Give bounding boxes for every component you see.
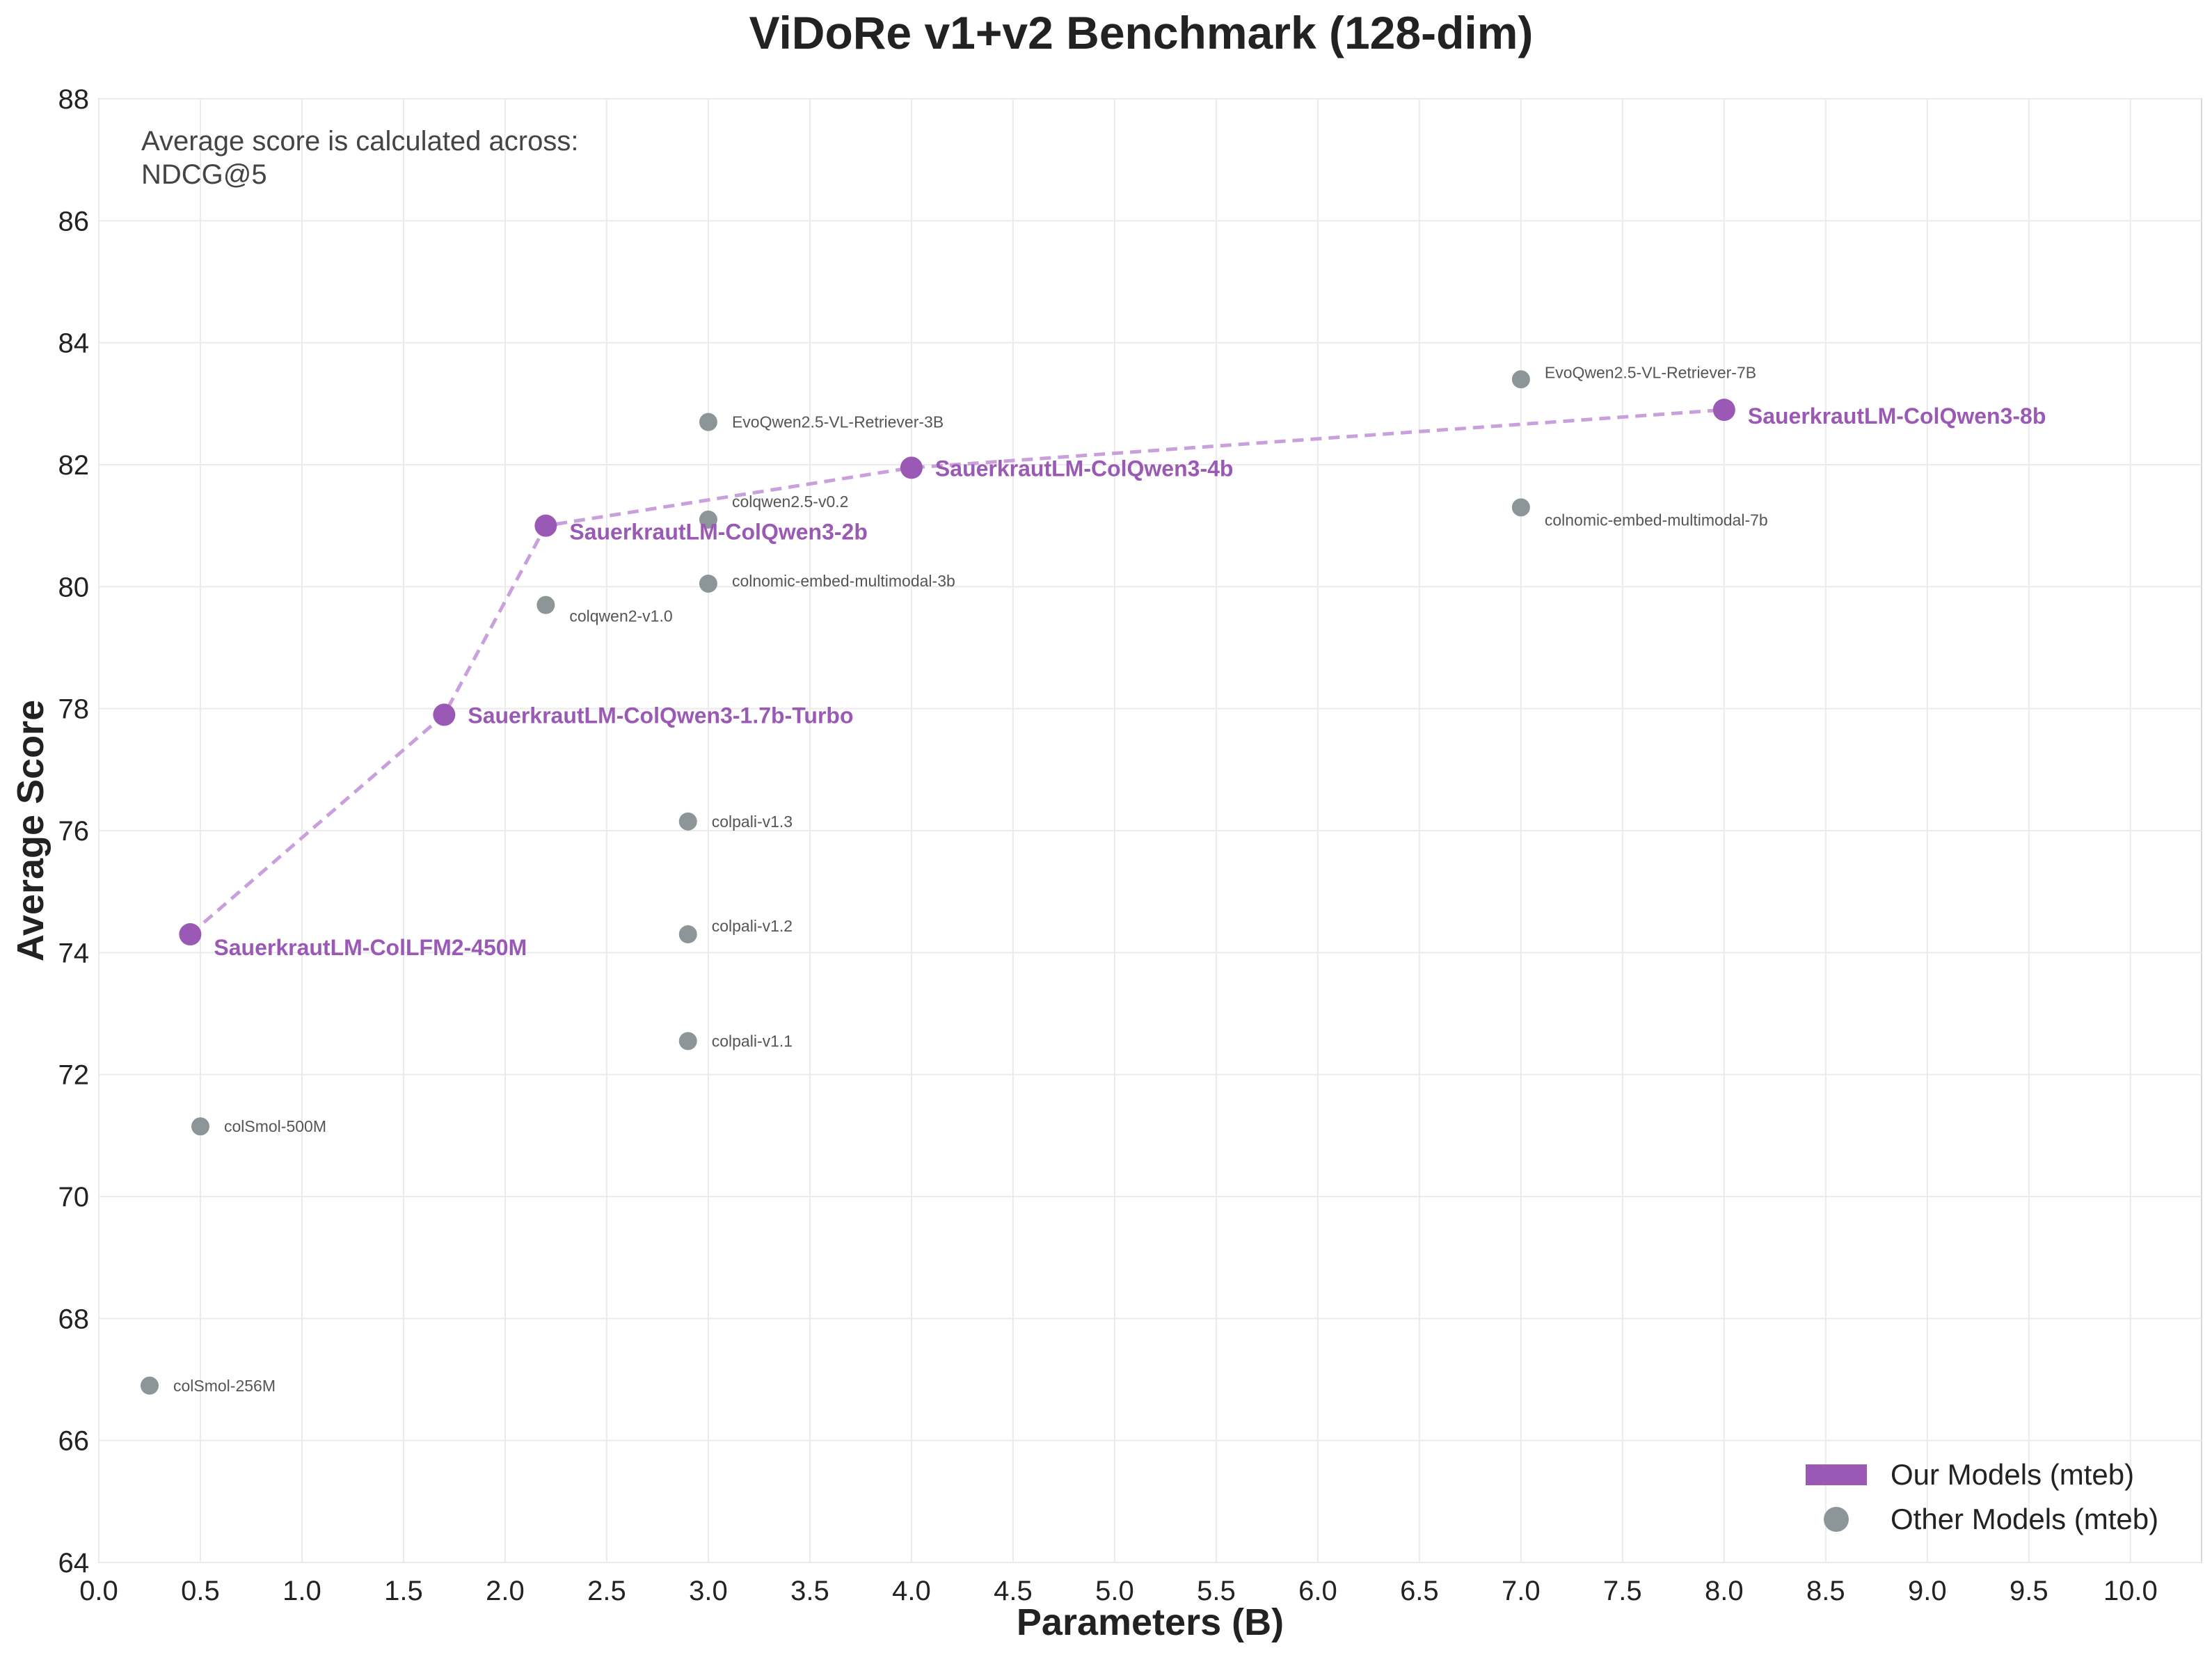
y-tick-label: 66 xyxy=(58,1426,90,1457)
our-model-label: SauerkrautLM-ColQwen3-1.7b-Turbo xyxy=(468,703,853,728)
x-tick-label: 0.0 xyxy=(79,1576,118,1606)
y-tick-label: 68 xyxy=(58,1304,90,1334)
our-model-label: SauerkrautLM-ColQwen3-2b xyxy=(569,520,868,545)
x-tick-label: 10.0 xyxy=(2103,1576,2158,1606)
point-labels: SauerkrautLM-ColLFM2-450M SauerkrautLM-Co… xyxy=(173,363,2046,1395)
other-model-point xyxy=(699,510,717,529)
x-tick-label: 1.5 xyxy=(384,1576,423,1606)
x-tick-label: 2.5 xyxy=(587,1576,626,1606)
y-tick-label: 72 xyxy=(58,1060,90,1091)
x-tick-label: 8.0 xyxy=(1705,1576,1744,1606)
legend-other-label: Other Models (mteb) xyxy=(1891,1503,2158,1535)
y-axis-label: Average Score xyxy=(10,700,51,961)
x-tick-label: 6.5 xyxy=(1400,1576,1439,1606)
legend-other-marker xyxy=(1824,1507,1849,1532)
our-model-point xyxy=(433,703,456,726)
x-tick-label: 5.0 xyxy=(1095,1576,1134,1606)
y-tick-label: 74 xyxy=(58,938,90,968)
y-tick-label: 80 xyxy=(58,572,90,602)
x-tick-label: 7.5 xyxy=(1603,1576,1642,1606)
other-model-point xyxy=(678,1032,697,1050)
other-model-label: colpali-v1.3 xyxy=(712,813,793,831)
y-tick-label: 84 xyxy=(58,328,90,359)
our-model-label: SauerkrautLM-ColQwen3-4b xyxy=(935,456,1234,481)
grid-lines xyxy=(98,98,2202,1563)
our-model-point xyxy=(179,923,202,946)
x-tick-label: 0.5 xyxy=(181,1576,220,1606)
x-tick-label: 1.0 xyxy=(283,1576,321,1606)
y-tick-label: 64 xyxy=(58,1548,90,1578)
x-tick-label: 7.0 xyxy=(1502,1576,1541,1606)
other-model-point xyxy=(678,925,697,944)
y-tick-label: 88 xyxy=(58,84,90,115)
other-model-point xyxy=(191,1117,209,1136)
our-model-point xyxy=(1712,399,1735,422)
our-model-label: SauerkrautLM-ColQwen3-8b xyxy=(1748,403,2046,429)
x-axis-label: Parameters (B) xyxy=(1017,1601,1284,1643)
axis-ticks: 0.0 0.5 1.0 1.5 2.0 2.5 3.0 3.5 4.0 4.5 5.0 5.5 6.0 6… xyxy=(58,84,2158,1606)
other-model-label: colpali-v1.1 xyxy=(712,1032,793,1050)
legend: Our Models (mteb) Other Models (mteb) xyxy=(1806,1458,2158,1535)
other-model-point xyxy=(1511,498,1530,517)
x-tick-label: 9.0 xyxy=(1908,1576,1947,1606)
chart-title: ViDoRe v1+v2 Benchmark (128-dim) xyxy=(749,7,1534,58)
other-model-point xyxy=(678,812,697,831)
other-model-label: colnomic-embed-multimodal-3b xyxy=(732,572,955,590)
other-model-label: colnomic-embed-multimodal-7b xyxy=(1545,511,1768,529)
legend-ours-swatch xyxy=(1806,1464,1867,1485)
other-model-label: EvoQwen2.5-VL-Retriever-3B xyxy=(732,413,944,431)
x-tick-label: 3.5 xyxy=(790,1576,829,1606)
x-tick-label: 4.0 xyxy=(892,1576,931,1606)
other-model-point xyxy=(699,574,717,593)
x-tick-label: 2.0 xyxy=(486,1576,525,1606)
x-tick-label: 3.0 xyxy=(689,1576,728,1606)
data-points xyxy=(140,370,1735,1395)
annotation-line-2: NDCG@5 xyxy=(141,159,267,190)
other-model-label: colSmol-500M xyxy=(224,1117,326,1135)
x-tick-label: 6.0 xyxy=(1298,1576,1337,1606)
other-model-label: colqwen2.5-v0.2 xyxy=(732,493,849,511)
y-tick-label: 76 xyxy=(58,816,90,847)
x-tick-label: 8.5 xyxy=(1806,1576,1845,1606)
our-model-point xyxy=(900,456,923,479)
y-tick-label: 82 xyxy=(58,450,90,481)
other-model-point xyxy=(699,413,717,431)
other-model-label: colqwen2-v1.0 xyxy=(569,607,672,625)
x-tick-label: 5.5 xyxy=(1197,1576,1236,1606)
legend-ours-label: Our Models (mteb) xyxy=(1891,1458,2134,1491)
our-model-point xyxy=(534,514,557,537)
annotation-line-1: Average score is calculated across: xyxy=(141,126,578,157)
other-model-label: EvoQwen2.5-VL-Retriever-7B xyxy=(1545,363,1756,381)
y-tick-label: 86 xyxy=(58,206,90,237)
other-model-point xyxy=(140,1376,159,1395)
other-model-label: colpali-v1.2 xyxy=(712,917,793,935)
x-tick-label: 4.5 xyxy=(994,1576,1033,1606)
y-tick-label: 70 xyxy=(58,1182,90,1213)
other-model-label: colSmol-256M xyxy=(173,1377,276,1395)
other-model-point xyxy=(536,595,555,614)
our-model-label: SauerkrautLM-ColLFM2-450M xyxy=(214,935,527,960)
x-tick-label: 9.5 xyxy=(2010,1576,2048,1606)
other-model-point xyxy=(1511,370,1530,389)
y-tick-label: 78 xyxy=(58,694,90,725)
